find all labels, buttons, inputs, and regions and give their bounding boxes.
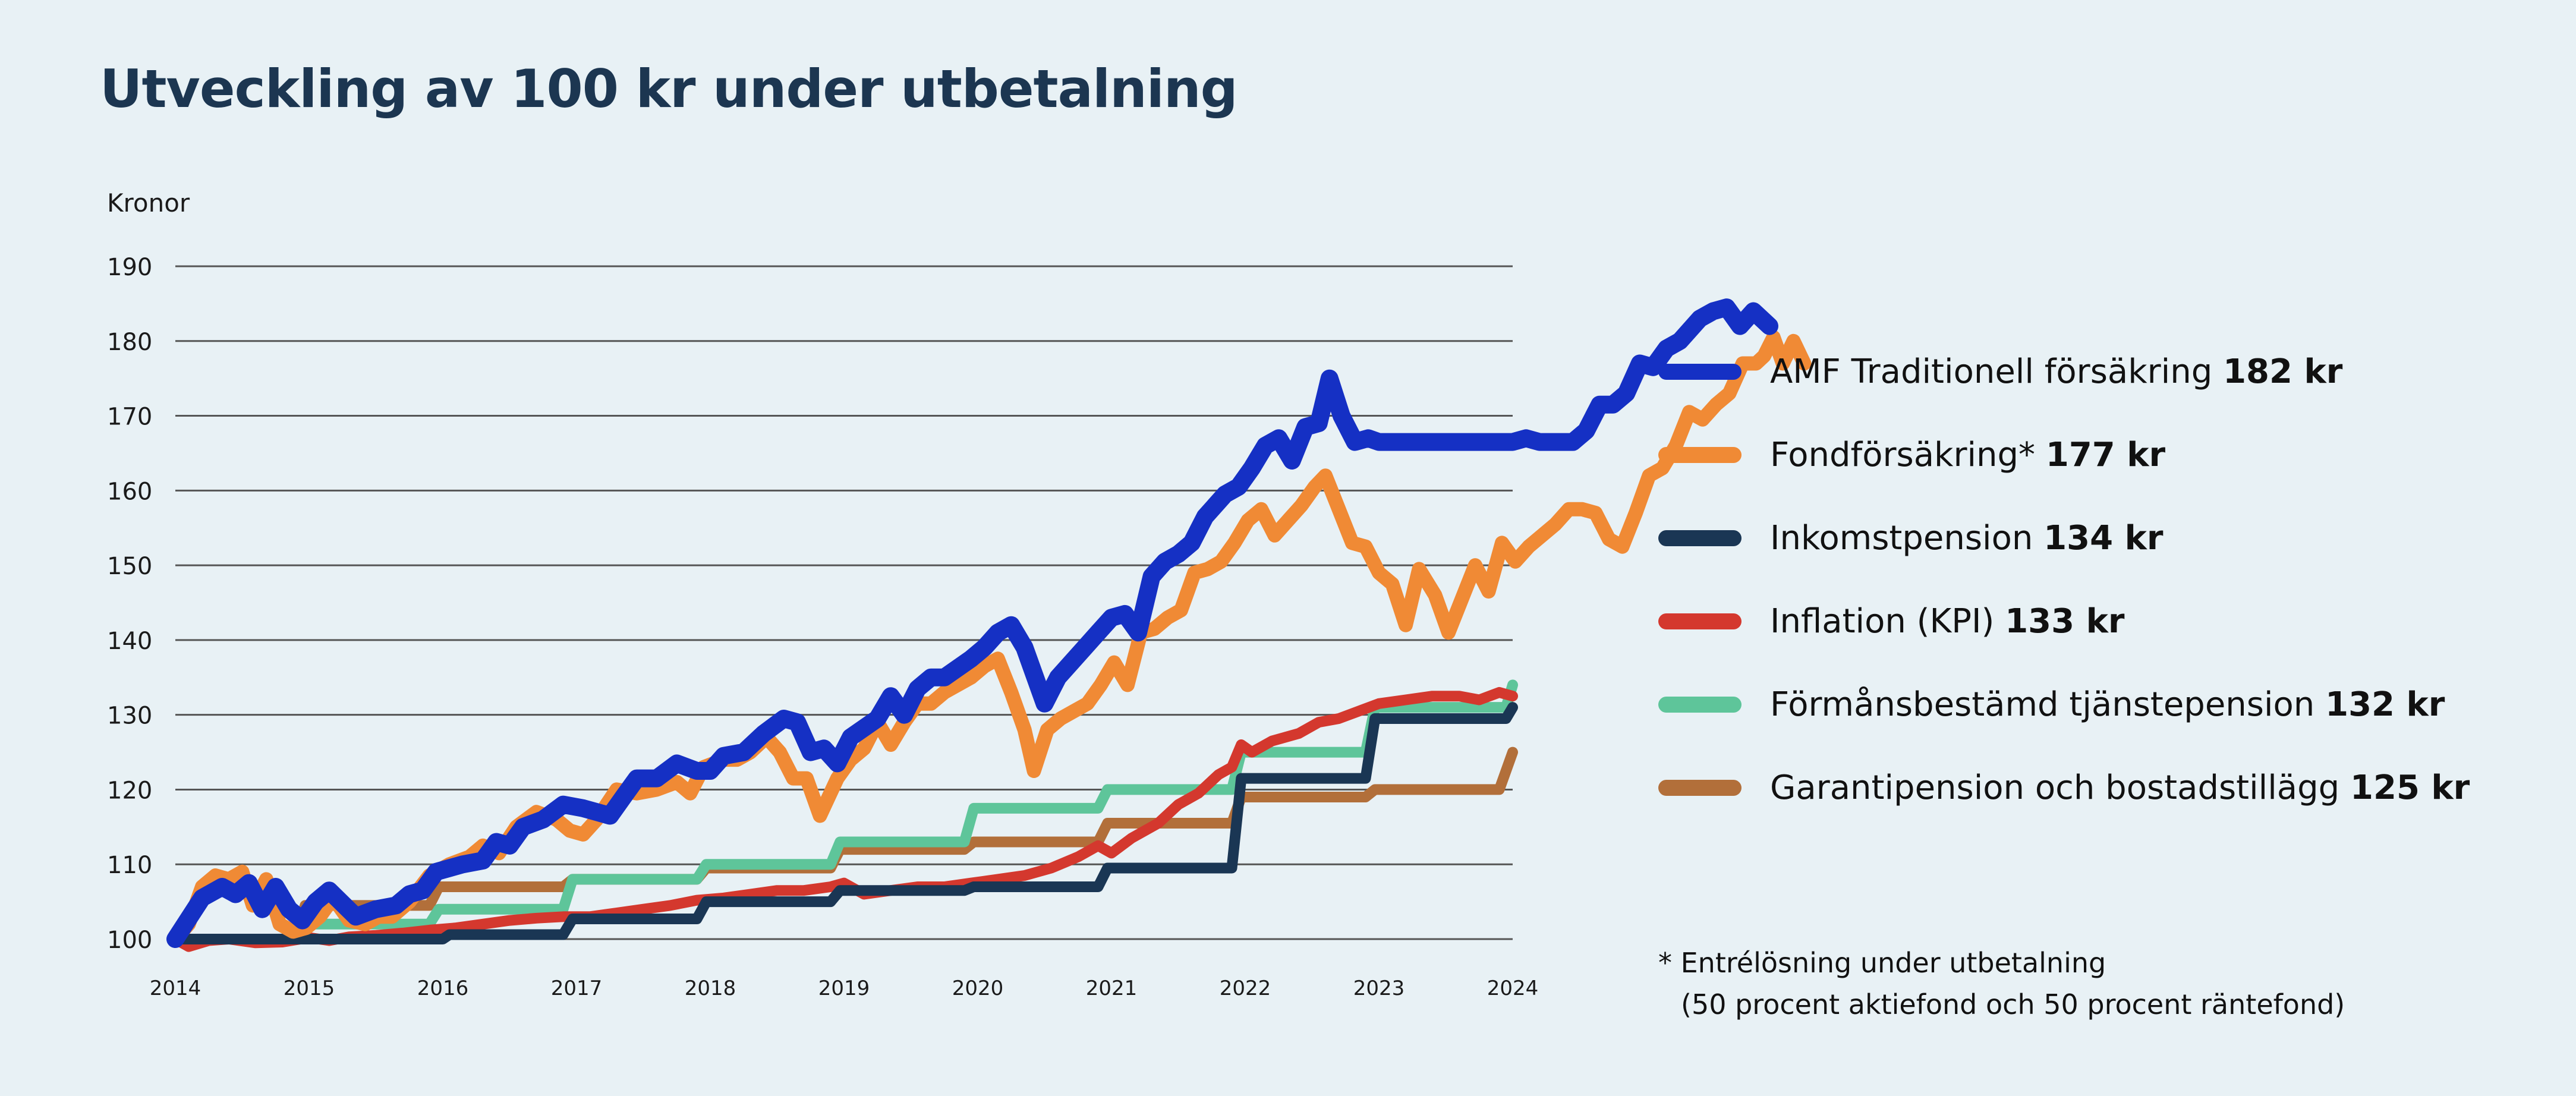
legend-item: AMF Traditionell försäkring 182 kr <box>1658 342 2520 401</box>
legend-item: Fondförsäkring* 177 kr <box>1658 425 2520 484</box>
legend-swatch <box>1658 363 1742 380</box>
legend-series-value: 125 kr <box>2350 768 2470 807</box>
legend-series-value: 182 kr <box>2223 352 2343 391</box>
legend-label: AMF Traditionell försäkring 182 kr <box>1770 352 2342 391</box>
y-tick-label: 110 <box>107 852 152 879</box>
gridlines <box>175 265 1513 940</box>
footnote-line-2: (50 procent aktiefond och 50 procent rän… <box>1681 988 2345 1021</box>
legend-item: Inkomstpension 134 kr <box>1658 508 2520 568</box>
y-tick-label: 180 <box>107 329 152 356</box>
legend-series-name: Inflation (KPI) <box>1770 601 1995 641</box>
y-tick-labels: 100 110 120 130 140 150 160 170 180 190 <box>107 254 152 954</box>
x-tick-labels: 2014 2015 2016 2017 2018 2019 2020 2021 2022 2023… <box>150 977 1539 1000</box>
legend-label: Garantipension och bostadstillägg 125 kr <box>1770 769 2470 807</box>
x-tick-label: 2024 <box>1487 977 1539 1000</box>
legend-swatch <box>1658 779 1742 796</box>
y-tick-label: 150 <box>107 553 152 580</box>
legend-series-value: 132 kr <box>2325 685 2445 724</box>
legend-label: Inkomstpension 134 kr <box>1770 519 2163 558</box>
legend-swatch <box>1658 446 1742 463</box>
x-tick-label: 2019 <box>818 977 870 1000</box>
x-tick-label: 2020 <box>952 977 1004 1000</box>
series-line-2 <box>170 702 1518 944</box>
legend-label: Förmånsbestämd tjänstepension 132 kr <box>1770 685 2445 724</box>
y-tick-label: 160 <box>107 478 152 505</box>
chart-title: Utveckling av 100 kr under utbetalning <box>100 58 1238 119</box>
legend-label: Inflation (KPI) 133 kr <box>1770 602 2124 641</box>
y-tick-label: 120 <box>107 777 152 804</box>
legend-series-value: 134 kr <box>2043 518 2164 558</box>
x-tick-label: 2017 <box>551 977 603 1000</box>
y-tick-label: 100 <box>107 927 152 954</box>
y-axis-label: Kronor <box>107 188 190 218</box>
x-tick-label: 2022 <box>1220 977 1271 1000</box>
x-tick-label: 2015 <box>284 977 335 1000</box>
x-tick-label: 2016 <box>417 977 469 1000</box>
x-tick-label: 2014 <box>150 977 201 1000</box>
y-tick-label: 170 <box>107 404 152 431</box>
series-line-4 <box>284 679 1518 944</box>
y-tick-label: 130 <box>107 703 152 730</box>
y-tick-label: 190 <box>107 254 152 281</box>
x-tick-label: 2023 <box>1353 977 1405 1000</box>
legend-label: Fondförsäkring* 177 kr <box>1770 436 2165 474</box>
footnote: * Entrélösning under utbetalning (50 pro… <box>1658 942 2345 1025</box>
footnote-line-1: * Entrélösning under utbetalning <box>1658 947 2106 979</box>
legend-series-name: Fondförsäkring* <box>1770 435 2036 474</box>
legend-swatch <box>1658 613 1742 629</box>
series-line-0 <box>166 298 1778 948</box>
legend-series-name: Garantipension och bostadstillägg <box>1770 768 2340 807</box>
legend-item: Förmånsbestämd tjänstepension 132 kr <box>1658 675 2520 734</box>
legend-series-value: 177 kr <box>2045 435 2166 474</box>
x-tick-label: 2018 <box>685 977 736 1000</box>
legend-item: Garantipension och bostadstillägg 125 kr <box>1658 758 2520 817</box>
legend-series-value: 133 kr <box>2005 601 2125 641</box>
y-tick-label: 140 <box>107 628 152 655</box>
legend-series-name: AMF Traditionell försäkring <box>1770 352 2213 391</box>
legend-swatch <box>1658 530 1742 546</box>
legend-series-name: Inkomstpension <box>1770 518 2033 558</box>
legend-series-name: Förmånsbestämd tjänstepension <box>1770 685 2315 724</box>
series-lines <box>166 298 1812 952</box>
legend-swatch <box>1658 696 1742 713</box>
legend-item: Inflation (KPI) 133 kr <box>1658 591 2520 651</box>
x-tick-label: 2021 <box>1086 977 1138 1000</box>
